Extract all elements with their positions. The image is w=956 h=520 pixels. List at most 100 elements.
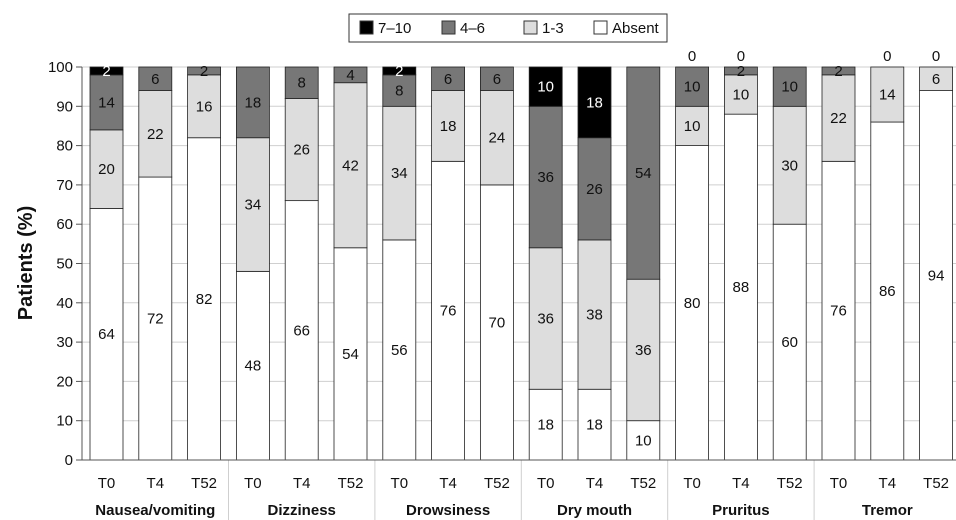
data-label-moderate: 54 [635,165,652,182]
bar-segment-absent [821,160,856,461]
data-label-moderate: 2 [834,63,842,80]
legend-swatch-mild [523,20,538,35]
bar-segment-moderate [333,66,368,84]
data-label-moderate: 14 [98,94,115,111]
data-label-absent: 66 [293,322,310,339]
bar-segment-absent [870,121,905,461]
bar-segment-moderate [382,74,417,107]
x-tick-label: T0 [391,475,409,492]
group-label: Tremor [862,502,913,519]
bar-segment-mild [870,66,905,123]
top-zero-label: 0 [932,48,940,65]
bar-segment-moderate [235,66,270,139]
data-label-mild: 30 [781,157,798,174]
group-label: Nausea/vomiting [95,502,215,519]
bar-segment-mild [89,129,124,209]
y-tick-label: 90 [56,98,73,115]
bar-segment-severe [89,66,124,76]
bar-segment-moderate [577,137,612,241]
bar-segment-moderate [431,66,466,91]
bar-segment-mild [382,105,417,241]
data-label-absent: 72 [147,311,164,328]
legend-label-mild: 1-3 [542,20,564,37]
y-tick-label: 40 [56,295,73,312]
x-tick-label: T4 [439,475,457,492]
x-tick-label: T4 [732,475,750,492]
y-tick-label: 0 [65,452,73,469]
data-label-moderate: 2 [200,63,208,80]
data-label-moderate: 8 [298,75,306,92]
bar-segment-moderate [187,66,222,76]
legend-label-severe: 7–10 [378,20,411,37]
data-label-moderate: 6 [493,71,501,88]
data-label-mild: 20 [98,161,115,178]
y-axis-title: Patients (%) [15,206,37,320]
data-label-absent: 18 [537,417,554,434]
y-tick-label: 80 [56,138,73,155]
bar-segment-absent [675,145,709,461]
y-tick-label: 20 [56,373,73,390]
x-tick-label: T0 [244,475,262,492]
x-tick-label: T0 [98,475,116,492]
data-label-absent: 86 [879,283,896,300]
group-label: Dry mouth [557,502,632,519]
bar-segment-moderate [821,66,856,76]
legend: 7–10 4–6 1-3 Absent [348,13,668,43]
data-label-mild: 6 [932,71,940,88]
group-label: Pruritus [712,502,770,519]
bar-segment-mild [821,74,856,162]
x-tick-label: T52 [777,475,803,492]
data-label-mild: 38 [586,307,603,324]
data-label-absent: 80 [684,295,701,312]
bar-segment-mild [138,90,173,178]
x-tick-label: T52 [630,475,656,492]
bar-segment-absent [382,239,417,461]
data-label-moderate: 8 [395,83,403,100]
data-label-mild: 14 [879,87,896,104]
bar-segment-absent [89,208,124,461]
data-label-moderate: 2 [737,63,745,80]
y-tick-label: 70 [56,177,73,194]
bar-segment-mild [479,90,514,186]
legend-swatch-moderate [441,20,456,35]
data-label-absent: 10 [635,432,652,449]
x-tick-label: T0 [683,475,701,492]
data-label-moderate: 18 [245,94,262,111]
data-label-mild: 18 [440,118,457,135]
legend-swatch-severe [359,20,374,35]
x-tick-label: T52 [484,475,510,492]
group-label: Drowsiness [406,502,490,519]
x-tick-label: T52 [338,475,364,492]
bar-segment-mild [919,66,953,91]
data-label-absent: 76 [440,303,457,320]
legend-swatch-absent [593,20,608,35]
bar-segment-moderate [138,66,173,91]
bar-segment-mild [577,239,612,390]
bar-segment-severe [382,66,417,76]
y-tick-label: 100 [48,59,73,76]
legend-box [348,13,668,43]
bars: 6420142722268216248341866268544245634827… [89,48,953,461]
data-label-severe: 18 [586,94,603,111]
bar-segment-mild [333,82,368,249]
x-tick-label: T4 [293,475,311,492]
legend-label-moderate: 4–6 [460,20,485,37]
bar-segment-mild [626,278,661,422]
x-tick-label: T52 [191,475,217,492]
data-label-absent: 88 [733,279,750,296]
bar-segment-mild [284,98,319,202]
data-label-absent: 94 [928,267,945,284]
x-tick-label: T4 [879,475,897,492]
y-tick-label: 10 [56,413,73,430]
bar-segment-moderate [479,66,514,91]
data-label-severe: 2 [395,63,403,80]
data-label-absent: 64 [98,326,115,343]
bar-segment-moderate [626,66,661,280]
bar-segment-absent [187,137,222,461]
bar-segment-severe [577,66,612,139]
data-label-mild: 34 [391,165,408,182]
data-label-mild: 10 [684,118,701,135]
x-tick-label: T0 [830,475,848,492]
data-label-moderate: 6 [444,71,452,88]
